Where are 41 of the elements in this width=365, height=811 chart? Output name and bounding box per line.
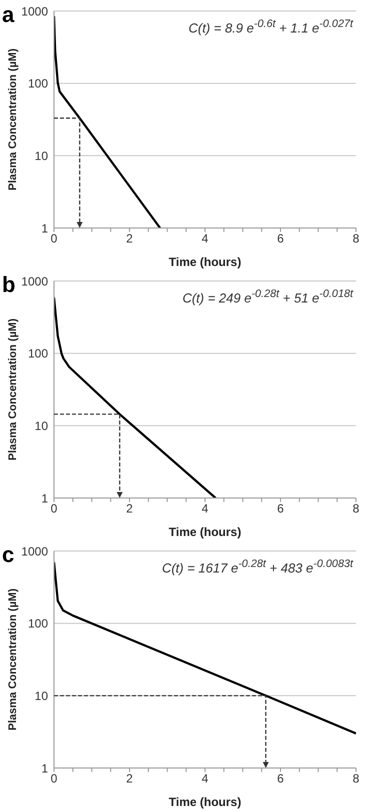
x-axis-title: Time (hours) <box>168 255 242 269</box>
y-tick-label: 100 <box>28 346 48 361</box>
chart-title: c <box>2 542 14 568</box>
y-axis-title: Plasma Concentration (µM) <box>6 318 19 461</box>
x-tick-label: 4 <box>202 502 209 516</box>
y-tick-label: 10 <box>34 688 48 703</box>
annotation: C(t) = 249 e$^{-0.28t}$ + 51 e$^{-0.018t}$ <box>182 288 353 306</box>
y-tick-label: 1000 <box>21 544 48 558</box>
line-series <box>54 15 162 228</box>
x-tick-label: 8 <box>352 232 360 246</box>
y-tick-label: 100 <box>28 616 48 631</box>
x-tick-label: 2 <box>126 772 134 786</box>
x-tick-label: 8 <box>352 502 360 516</box>
x-axis-title: Time (hours) <box>168 525 242 539</box>
chart-title: b <box>2 272 16 298</box>
y-tick-label: 100 <box>28 76 48 91</box>
y-axis-title: Plasma Concentration (µM) <box>6 588 19 731</box>
y-tick-label: 1 <box>41 761 48 776</box>
x-tick-label: 0 <box>50 232 58 246</box>
y-axis-title: Plasma Concentration (µM) <box>6 48 19 191</box>
x-tick-label: 8 <box>352 772 360 786</box>
x-tick-label: 0 <box>50 772 58 786</box>
y-tick-label: 1 <box>41 491 48 506</box>
chart-title: a <box>2 2 14 28</box>
y-tick-label: 1 <box>41 221 48 236</box>
y-tick-label: 1000 <box>21 4 48 18</box>
x-tick-label: 4 <box>202 232 209 246</box>
y-tick-label: 1000 <box>21 274 48 288</box>
x-axis-title: Time (hours) <box>168 795 242 809</box>
x-tick-label: 6 <box>277 772 284 786</box>
x-tick-label: 0 <box>50 502 58 516</box>
y-tick-label: 10 <box>34 418 48 433</box>
x-tick-label: 6 <box>277 232 284 246</box>
x-tick-label: 2 <box>126 232 134 246</box>
y-tick-label: 10 <box>34 148 48 163</box>
line-series <box>54 561 356 735</box>
annotation: C(t) = 8.9 e$^{-0.6t}$ + 1.1 e$^{-0.027t}$ <box>188 18 353 36</box>
x-tick-label: 6 <box>277 502 284 516</box>
annotation: C(t) = 1617 e$^{-0.28t}$ + 483 e$^{-0.0083t}$ <box>162 558 353 576</box>
x-tick-label: 4 <box>202 772 209 786</box>
x-tick-label: 2 <box>126 502 134 516</box>
